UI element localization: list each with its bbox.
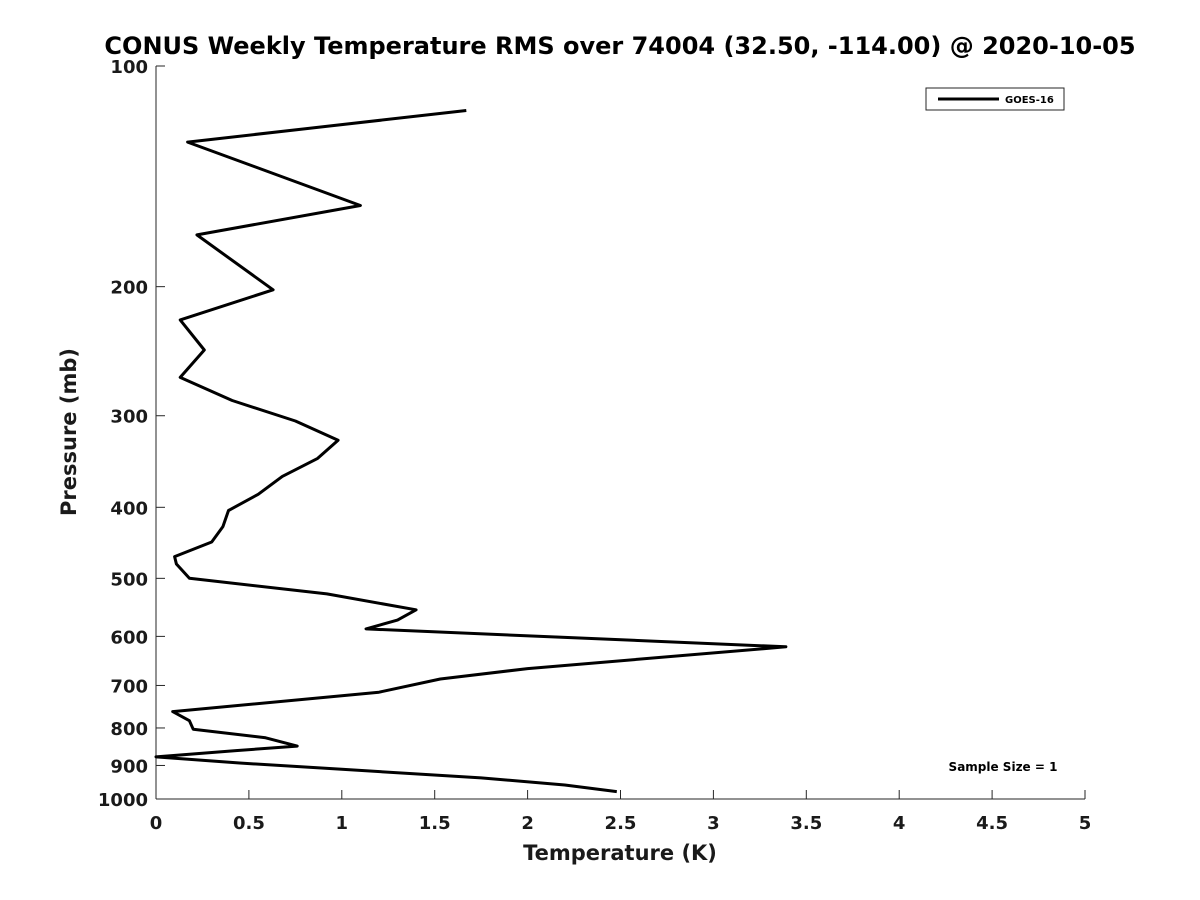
- x-tick-label: 1: [336, 813, 349, 834]
- x-tick-label: 4.5: [976, 813, 1008, 834]
- series-line-0: [154, 109, 788, 794]
- y-tick-label: 700: [110, 676, 148, 697]
- x-tick-label: 0: [150, 813, 163, 834]
- y-tick-label: 100: [110, 57, 148, 78]
- x-tick-label: 1.5: [419, 813, 451, 834]
- x-tick-label: 4: [893, 813, 906, 834]
- x-tick-label: 3: [707, 813, 720, 834]
- y-tick-label: 1000: [98, 790, 148, 811]
- y-tick-label: 800: [110, 719, 148, 740]
- y-tick-label: 600: [110, 627, 148, 648]
- x-tick-label: 5: [1079, 813, 1092, 834]
- legend-label: GOES-16: [1005, 95, 1054, 106]
- x-tick-label: 0.5: [233, 813, 265, 834]
- y-tick-label: 500: [110, 569, 148, 590]
- x-tick-label: 3.5: [790, 813, 822, 834]
- x-axis-label: Temperature (K): [523, 841, 717, 865]
- y-tick-label: 400: [110, 498, 148, 519]
- y-axis-label: Pressure (mb): [57, 348, 81, 516]
- y-tick-label: 200: [110, 278, 148, 299]
- axis-ticks: 0 0.5 1 1.5 2 2.5 3 3.5 4 4.5 5 100 200 300 400 500 600 7…: [98, 57, 1091, 834]
- y-tick-label: 300: [110, 407, 148, 428]
- y-tick-label: 900: [110, 756, 148, 777]
- x-tick-label: 2.5: [605, 813, 637, 834]
- sample-size-annotation: Sample Size = 1: [949, 760, 1058, 774]
- plot-area: [154, 109, 788, 794]
- chart-title: CONUS Weekly Temperature RMS over 74004 …: [104, 32, 1135, 60]
- x-tick-label: 2: [521, 813, 534, 834]
- legend: GOES-16: [925, 87, 1065, 111]
